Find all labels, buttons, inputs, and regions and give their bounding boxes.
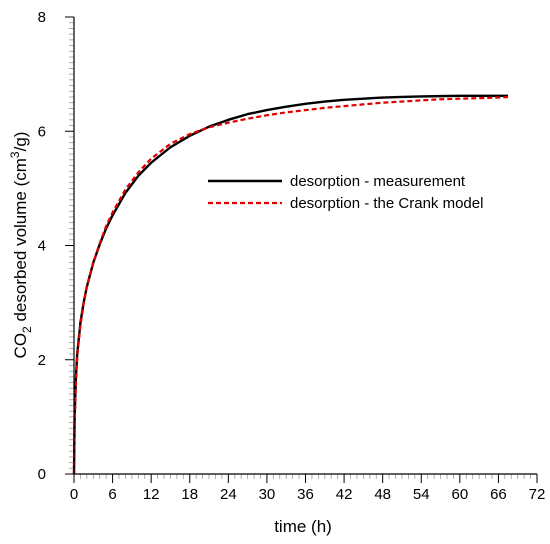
x-minor-ticks [80, 474, 531, 479]
plot-area [72, 94, 509, 475]
x-tick-label: 36 [297, 486, 314, 503]
series-line-1 [72, 94, 509, 475]
x-tick-label: 0 [70, 486, 78, 503]
x-tick-label: 72 [529, 486, 546, 503]
x-tick-label: 42 [336, 486, 353, 503]
legend-label-1: desorption - measurement [290, 173, 466, 190]
x-tick-label: 66 [490, 486, 507, 503]
x-tick-label: 6 [108, 486, 116, 503]
y-axis-title-sub: 2 [20, 326, 34, 333]
y-axis-title-prefix: CO [11, 333, 30, 359]
x-tick-label: 18 [181, 486, 198, 503]
y-axis-title: CO2 desorbed volume (cm3/g) [8, 132, 34, 359]
x-tick-label: 48 [374, 486, 391, 503]
y-tick-label: 0 [38, 466, 46, 483]
y-tick-label: 4 [38, 238, 46, 255]
x-tick-label: 24 [220, 486, 237, 503]
y-tick-label: 6 [38, 123, 46, 140]
series-line-2 [72, 95, 509, 475]
y-minor-ticks [69, 22, 74, 469]
legend: desorption - measurement desorption - the… [208, 173, 483, 212]
y-axis-title-suffix: /g) [11, 132, 30, 152]
y-axis-title-middle: desorbed volume (cm [11, 158, 30, 326]
y-axis-title-sup: 3 [8, 151, 22, 158]
x-axis-title: time (h) [274, 517, 332, 536]
y-tick-label: 2 [38, 352, 46, 369]
x-tick-label: 54 [413, 486, 430, 503]
legend-label-2: desorption - the Crank model [290, 195, 483, 212]
y-tick-label: 8 [38, 9, 46, 26]
x-tick-label: 12 [143, 486, 160, 503]
x-tick-label: 30 [259, 486, 276, 503]
x-tick-label: 60 [451, 486, 468, 503]
